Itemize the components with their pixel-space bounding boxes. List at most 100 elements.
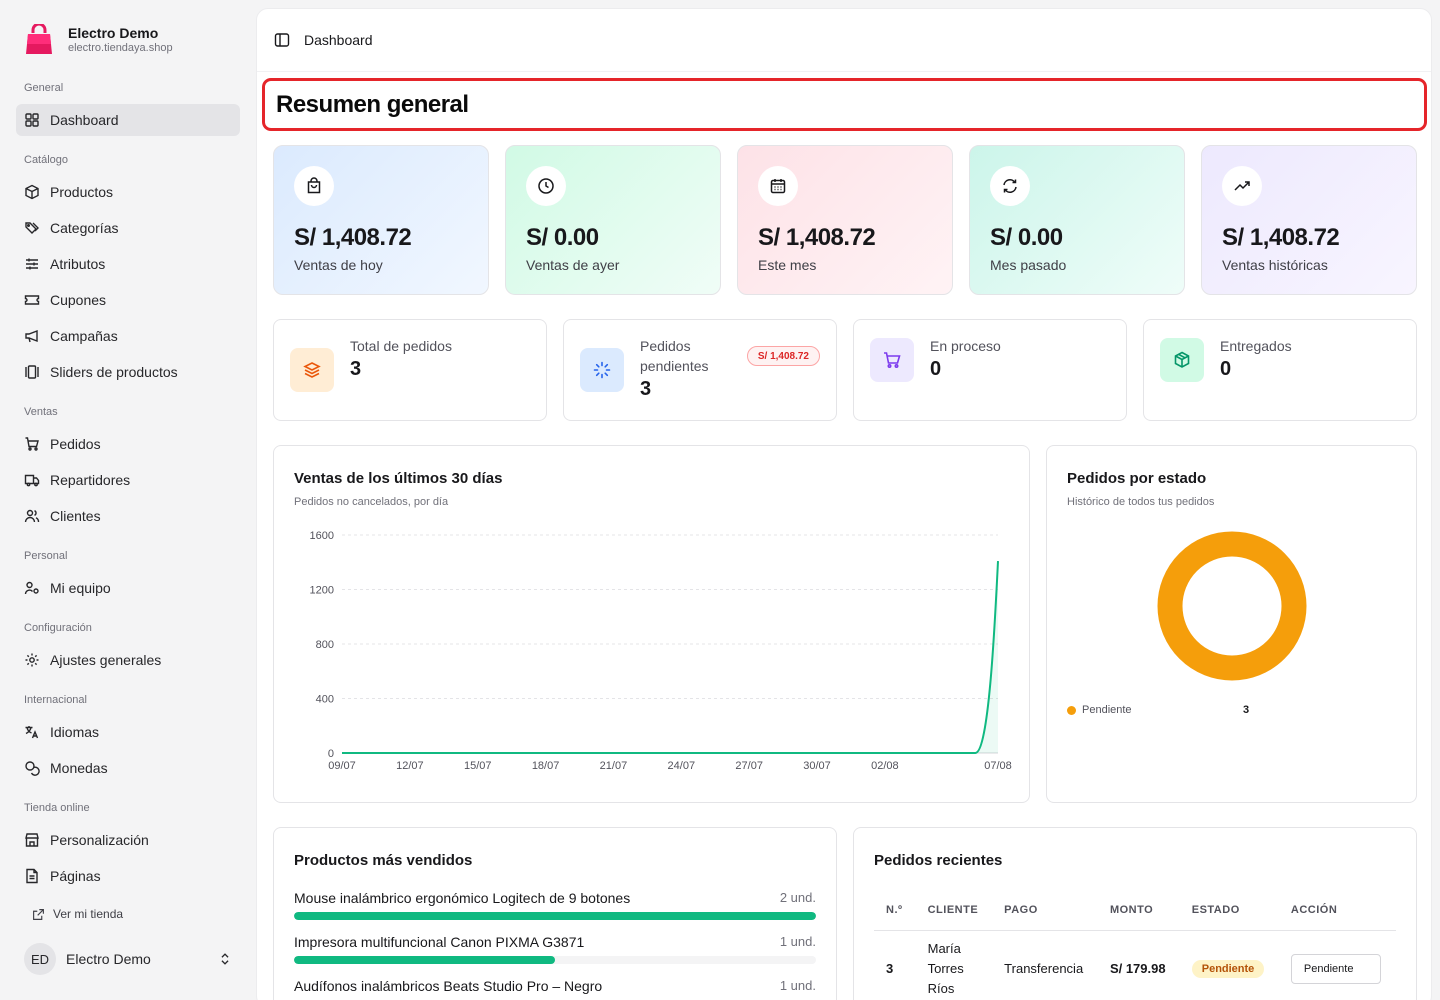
- progress-fill: [294, 956, 555, 964]
- stat-value: 3: [350, 358, 362, 380]
- brand[interactable]: Electro Demo electro.tiendaya.shop: [16, 0, 240, 56]
- tags-icon: [25, 222, 39, 234]
- sidebar-toggle-icon[interactable]: [274, 32, 290, 48]
- kpi-value: S/ 1,408.72: [758, 224, 876, 251]
- col-header-monto: MONTO: [1097, 890, 1180, 931]
- status-select[interactable]: Pendiente: [1290, 953, 1381, 984]
- sidebar-item-label: Sliders de productos: [50, 364, 178, 380]
- chart-subtitle: Pedidos no cancelados, por día: [294, 496, 449, 508]
- kpi-card-ventas-historicas: S/ 1,408.72 Ventas históricas: [1201, 145, 1417, 295]
- sidebar-item-label: Categorías: [50, 220, 119, 236]
- stat-card-pedidos-pendientes: Pedidos pendientes 3 S/ 1,408.72: [563, 319, 837, 421]
- users-icon: [24, 509, 40, 523]
- order-action: Pendiente: [1279, 930, 1396, 1000]
- kpi-card-ventas-ayer: S/ 0.00 Ventas de ayer: [505, 145, 721, 295]
- trending-up-icon: [1234, 181, 1250, 191]
- stat-icon-wrap: [580, 348, 624, 392]
- col-header-cliente: CLIENTE: [915, 890, 993, 931]
- sidebar-item-paginas[interactable]: Páginas: [16, 860, 240, 892]
- sidebar-item-cupones[interactable]: Cupones: [16, 284, 240, 316]
- product-name: Mouse inalámbrico ergonómico Logitech de…: [294, 890, 631, 906]
- sidebar-item-personalizacion[interactable]: Personalización: [16, 824, 240, 856]
- sidebar-item-productos[interactable]: Productos: [16, 176, 240, 208]
- sidebar-item-sliders[interactable]: Sliders de productos: [16, 356, 240, 388]
- user-menu[interactable]: ED Electro Demo: [16, 942, 240, 976]
- status-donut-chart: [1157, 531, 1307, 681]
- kpi-card-ventas-hoy: S/ 1,408.72 Ventas de hoy: [273, 145, 489, 295]
- shopping-bag-icon: [307, 177, 321, 194]
- stat-label-line2: pendientes: [640, 358, 709, 374]
- sidebar-item-campanas[interactable]: Campañas: [16, 320, 240, 352]
- sliders-icon: [26, 258, 38, 270]
- calendar-icon: [770, 179, 786, 194]
- sidebar-item-ajustes[interactable]: Ajustes generales: [16, 644, 240, 676]
- y-tick-label: 400: [316, 694, 334, 706]
- kpi-value: S/ 1,408.72: [294, 224, 412, 251]
- sales-chart-panel: Ventas de los últimos 30 días Pedidos no…: [273, 445, 1030, 803]
- sidebar-item-repartidores[interactable]: Repartidores: [16, 464, 240, 496]
- stat-value: 0: [1220, 358, 1232, 380]
- order-number: 3: [886, 961, 894, 976]
- sidebar-item-mi-equipo[interactable]: Mi equipo: [16, 572, 240, 604]
- progress-track: [294, 912, 816, 920]
- x-tick-label: 21/07: [600, 760, 628, 772]
- ticket-icon: [24, 295, 40, 305]
- nav-group-internacional: Internacional: [24, 694, 87, 706]
- product-item: Mouse inalámbrico ergonómico Logitech de…: [294, 890, 816, 920]
- kpi-icon-wrap: [526, 166, 566, 206]
- stat-value: 3: [640, 378, 652, 400]
- col-header-estado: ESTADO: [1179, 890, 1279, 931]
- sidebar-item-idiomas[interactable]: Idiomas: [16, 716, 240, 748]
- y-tick-label: 1600: [310, 530, 334, 542]
- order-payment: Transferencia: [1004, 961, 1084, 976]
- x-tick-label: 15/07: [464, 760, 492, 772]
- sidebar-item-label: Dashboard: [50, 112, 119, 128]
- megaphone-icon: [25, 329, 38, 343]
- nav-group-catalogo: Catálogo: [24, 154, 69, 166]
- truck-icon: [24, 474, 40, 487]
- progress-fill: [294, 912, 816, 920]
- status-chart-panel: Pedidos por estado Histórico de todos tu…: [1046, 445, 1417, 803]
- languages-icon: [25, 726, 39, 739]
- sidebar-item-label: Atributos: [50, 256, 106, 272]
- sidebar-item-dashboard[interactable]: Dashboard: [16, 104, 240, 136]
- product-qty: 1 und.: [779, 934, 816, 949]
- sidebar-item-monedas[interactable]: Monedas: [16, 752, 240, 784]
- kpi-value: S/ 0.00: [526, 224, 599, 251]
- sidebar-item-clientes[interactable]: Clientes: [16, 500, 240, 532]
- nav-group-ventas: Ventas: [24, 406, 58, 418]
- top-products-panel: Productos más vendidos Mouse inalámbrico…: [273, 827, 837, 1000]
- sidebar-item-label: Páginas: [50, 868, 101, 884]
- legend-label: Pendiente: [1082, 704, 1132, 716]
- view-store-label: Ver mi tienda: [53, 907, 124, 921]
- store-icon: [25, 833, 39, 847]
- col-header-pago: PAGO: [992, 890, 1098, 931]
- order-status: Pendiente: [1180, 930, 1279, 1000]
- orders-table: N.º CLIENTE PAGO MONTO ESTADO ACCIÓN 3 M…: [874, 890, 1396, 1000]
- table-row[interactable]: 3 María Torres Ríos Transferencia S/ 179…: [874, 930, 1396, 1000]
- box-icon: [25, 184, 39, 200]
- product-item: Impresora multifuncional Canon PIXMA G38…: [294, 934, 816, 964]
- kpi-label: Ventas de hoy: [294, 257, 383, 273]
- stat-label: Entregados: [1220, 338, 1292, 354]
- view-store-link[interactable]: Ver mi tienda: [16, 900, 240, 928]
- sidebar-item-label: Personalización: [50, 832, 149, 848]
- sidebar-item-label: Clientes: [50, 508, 101, 524]
- sidebar-item-pedidos[interactable]: Pedidos: [16, 428, 240, 460]
- nav-group-general: General: [24, 82, 64, 94]
- panel-title: Pedidos recientes: [874, 852, 1003, 869]
- sidebar: Electro Demo electro.tiendaya.shop Gener…: [0, 0, 256, 1000]
- panel-title: Productos más vendidos: [294, 852, 473, 869]
- order-amount: S/ 179.98: [1109, 961, 1166, 976]
- sidebar-item-categorias[interactable]: Categorías: [16, 212, 240, 244]
- gear-icon: [25, 653, 39, 667]
- product-qty: 1 und.: [779, 978, 816, 993]
- x-tick-label: 12/07: [396, 760, 424, 772]
- sidebar-item-label: Productos: [50, 184, 114, 200]
- stat-label: En proceso: [930, 338, 1001, 354]
- sidebar-item-atributos[interactable]: Atributos: [16, 248, 240, 280]
- stat-card-total-pedidos: Total de pedidos 3: [273, 319, 547, 421]
- status-badge: Pendiente: [1191, 959, 1265, 978]
- kpi-value: S/ 1,408.72: [1222, 224, 1340, 251]
- shopping-bag-logo-icon: [26, 24, 52, 54]
